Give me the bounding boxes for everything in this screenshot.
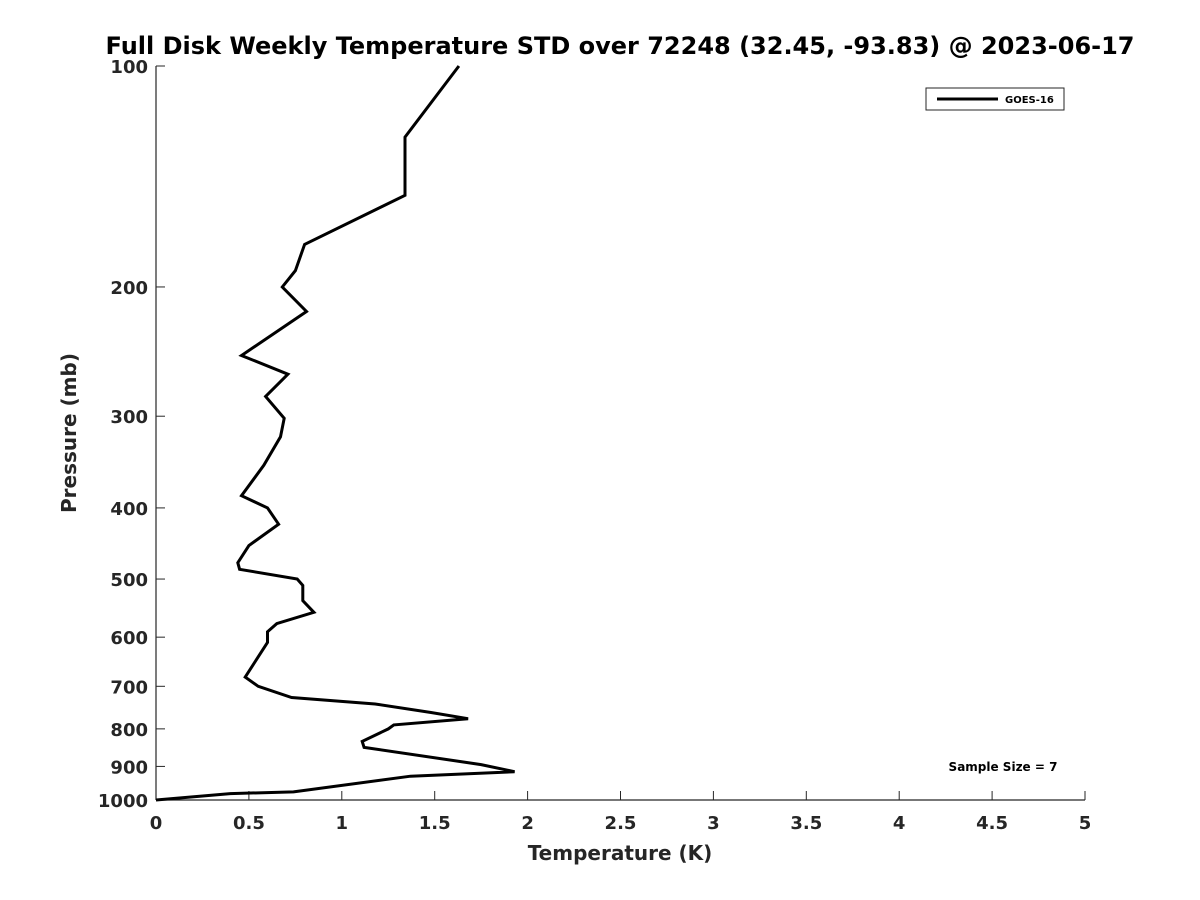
x-tick-label: 3: [707, 813, 720, 834]
series-layer: [155, 65, 515, 802]
plot-axes: [155, 66, 1085, 801]
y-tick-label: 500: [110, 570, 148, 591]
y-tick-label: 100: [110, 57, 148, 78]
y-tick-label: 200: [110, 278, 148, 299]
y-tick-label: 600: [110, 628, 148, 649]
x-axis-ticks: 0 0.5 1 1.5 2 2.5 3 3.5 4 4.5 5: [150, 791, 1092, 834]
chart-title: Full Disk Weekly Temperature STD over 72…: [106, 32, 1135, 60]
legend-label-goes-16: GOES-16: [1005, 95, 1054, 106]
x-axis-label: Temperature (K): [528, 841, 713, 865]
legend: GOES-16: [925, 87, 1065, 111]
x-tick-label: 5: [1079, 813, 1092, 834]
x-tick-label: 1: [336, 813, 349, 834]
x-tick-label: 3.5: [790, 813, 822, 834]
x-tick-label: 0: [150, 813, 163, 834]
y-tick-label: 700: [110, 677, 148, 698]
x-tick-label: 0.5: [233, 813, 265, 834]
x-tick-label: 4: [893, 813, 906, 834]
y-tick-label: 900: [110, 757, 148, 778]
x-tick-label: 1.5: [419, 813, 451, 834]
x-tick-label: 2.5: [605, 813, 637, 834]
x-tick-label: 2: [521, 813, 534, 834]
x-tick-label: 4.5: [976, 813, 1008, 834]
y-tick-label: 300: [110, 407, 148, 428]
y-tick-label: 400: [110, 499, 148, 520]
y-tick-label: 800: [110, 720, 148, 741]
sample-size-annotation: Sample Size = 7: [949, 760, 1058, 774]
series-line-goes-16: [155, 65, 515, 802]
y-axis-label: Pressure (mb): [57, 353, 81, 513]
y-axis-ticks: 100 200 300 400 500 600 700 800 900 1000: [98, 57, 165, 812]
y-tick-label: 1000: [98, 791, 148, 812]
